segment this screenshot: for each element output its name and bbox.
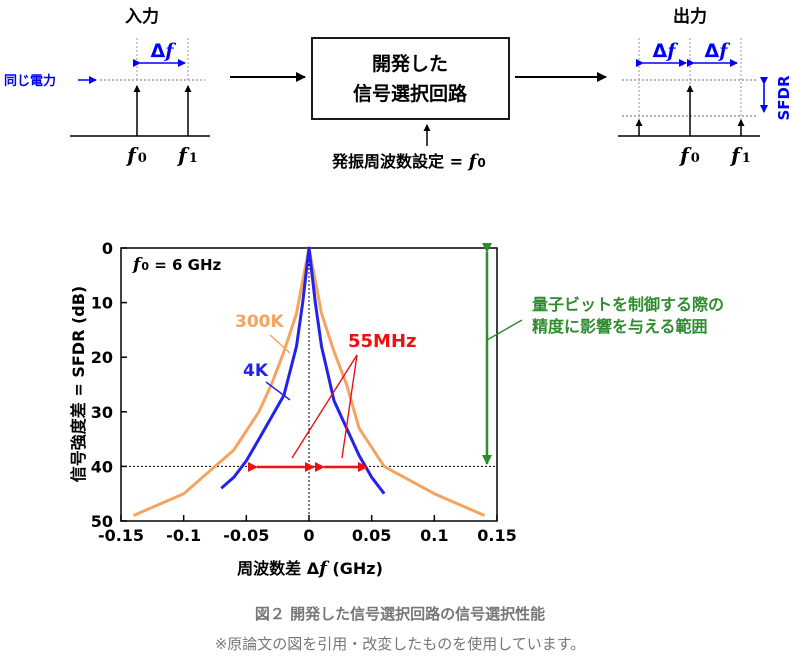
legend-4k-leader bbox=[265, 381, 291, 401]
x-tick-label: -0.05 bbox=[223, 526, 269, 545]
series-group bbox=[132, 246, 486, 517]
y-tick-label: 50 bbox=[91, 512, 113, 531]
osc-label: 発振周波数設定 = f0 bbox=[331, 151, 486, 172]
legend-4k: 4K bbox=[243, 361, 269, 381]
x-tick-label: -0.15 bbox=[98, 526, 144, 545]
output-label: 出力 bbox=[673, 6, 707, 27]
series-line-4k bbox=[220, 246, 386, 495]
output-delta-f-right: Δf bbox=[705, 40, 731, 62]
figure-caption: 図２ 開発した信号選択回路の信号選択性能 bbox=[254, 605, 546, 623]
circuit-box-line2: 信号選択回路 bbox=[353, 82, 468, 105]
figure-note: ※原論文の図を引用・改変したものを使用しています。 bbox=[214, 635, 586, 653]
input-delta-f-label: Δf bbox=[151, 40, 177, 62]
sfdr-label: SFDR bbox=[775, 75, 793, 121]
y-tick-label: 20 bbox=[91, 348, 113, 367]
range-annotation-line1: 量子ビットを制御する際の bbox=[532, 295, 724, 314]
sfdr-chart: 0 10 20 30 40 50 -0.15 -0.1 -0.05 0 0.05 0.1 0.15 f… bbox=[69, 239, 724, 579]
range-leader bbox=[486, 319, 523, 341]
annotation-55mhz-leader-left bbox=[291, 354, 358, 459]
legend-300k-leader bbox=[269, 334, 291, 354]
x-ticks: -0.15 -0.1 -0.05 0 0.05 0.1 0.15 bbox=[98, 515, 517, 545]
legend-300k: 300K bbox=[235, 312, 284, 332]
x-tick-label: 0 bbox=[303, 526, 314, 545]
x-tick-label: 0.15 bbox=[477, 526, 516, 545]
annotation-55mhz: 55MHz bbox=[348, 331, 417, 352]
same-power-label: 同じ電力 bbox=[4, 73, 56, 89]
y-tick-label: 0 bbox=[102, 239, 113, 258]
y-tick-label: 30 bbox=[91, 403, 113, 422]
y-tick-label: 10 bbox=[91, 294, 113, 313]
x-tick-label: -0.1 bbox=[166, 526, 201, 545]
circuit-box-line1: 開発した bbox=[372, 52, 448, 75]
x-axis-label: 周波数差 Δf (GHz) bbox=[237, 558, 383, 579]
annotation-55mhz-leader-right bbox=[341, 354, 358, 459]
circuit-box-rect bbox=[311, 37, 510, 120]
input-label: 入力 bbox=[125, 6, 159, 27]
circuit-box: 開発した 信号選択回路 bbox=[311, 37, 510, 120]
y-ticks: 0 10 20 30 40 50 bbox=[91, 239, 127, 531]
y-axis-label: 信号強度差 = SFDR (dB) bbox=[69, 286, 88, 482]
condition-label: f0 = 6 GHz bbox=[132, 255, 222, 275]
output-delta-f-left: Δf bbox=[653, 40, 679, 62]
y-tick-label: 40 bbox=[91, 457, 113, 476]
x-tick-label: 0.1 bbox=[420, 526, 448, 545]
x-tick-label: 0.05 bbox=[352, 526, 391, 545]
range-annotation-line2: 精度に影響を与える範囲 bbox=[532, 317, 708, 336]
